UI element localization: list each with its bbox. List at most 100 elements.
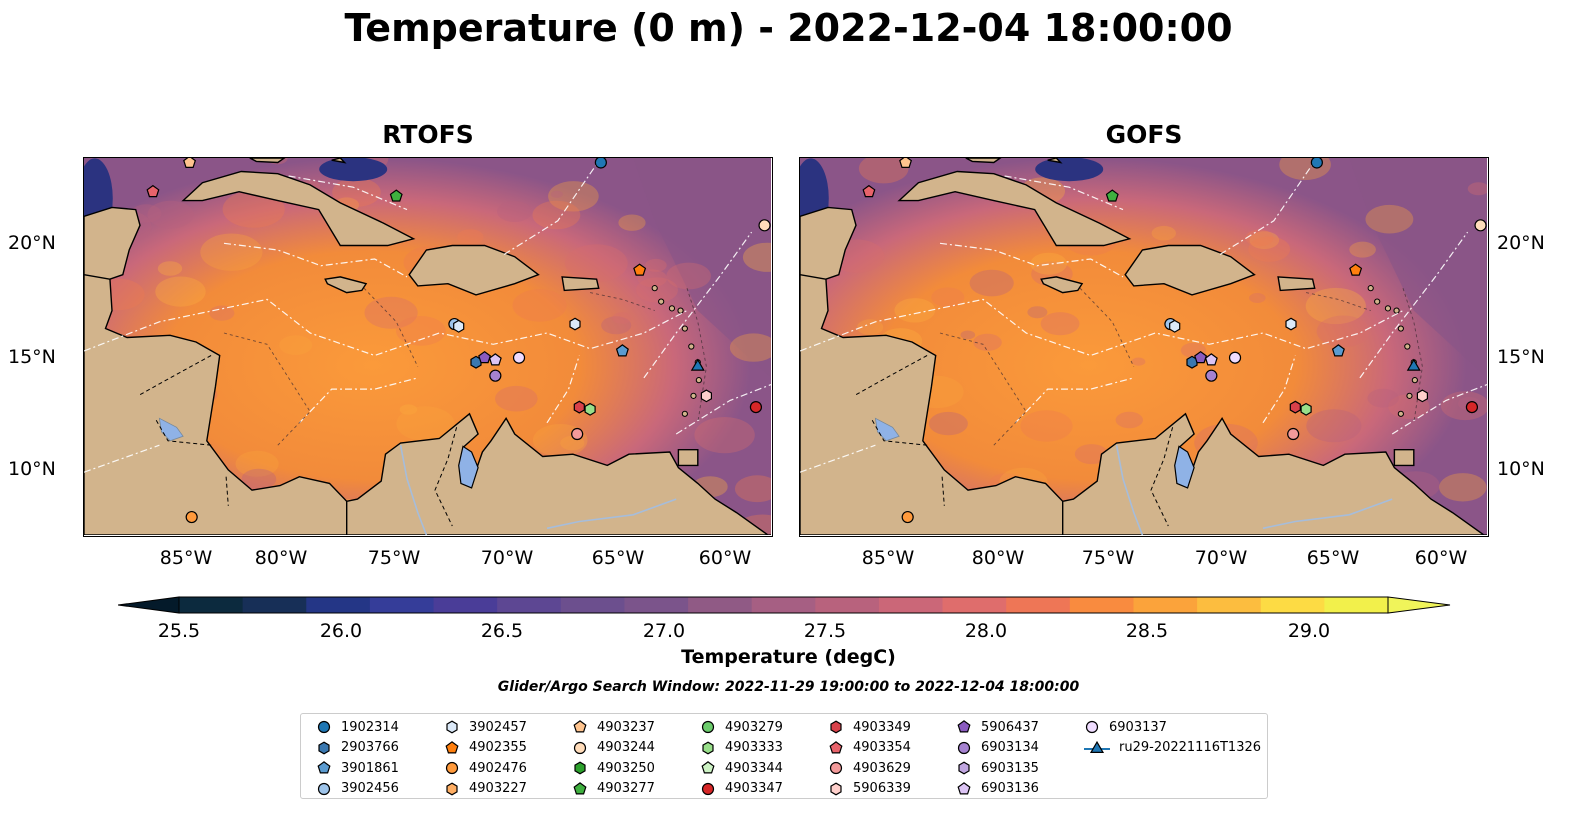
sst-eddy: [147, 200, 194, 229]
sst-eddy: [550, 190, 563, 198]
sst-eddy: [1074, 444, 1109, 465]
legend-label: 6903135: [981, 760, 1039, 776]
float-marker: [700, 389, 713, 403]
legend-marker: [317, 761, 331, 774]
border-line: [941, 476, 945, 506]
float-marker: [1474, 219, 1487, 232]
sst-eddy: [1316, 315, 1370, 348]
lat-label-15n-right: 15°N: [1497, 346, 1545, 368]
legend-label: 6903137: [1109, 719, 1167, 735]
colorbar-segment: [624, 597, 689, 613]
land-bahamasA: [331, 158, 347, 164]
legend-label: 3902456: [341, 781, 399, 796]
lesser-antilles-island: [1397, 325, 1404, 332]
hexagon-icon: [830, 782, 842, 795]
float-marker: [758, 219, 771, 232]
circle-icon: [317, 720, 331, 734]
eez-boundary: [503, 158, 602, 256]
lon-label-60w: 60°W: [698, 547, 752, 569]
legend-label: 4903347: [725, 781, 783, 796]
legend-marker: [829, 740, 843, 753]
sst-eddy: [1365, 204, 1414, 234]
bathymetry-contour: [223, 332, 311, 446]
sst-eddy: [532, 200, 581, 230]
border-line: [154, 418, 212, 446]
colorbar-tick: 27.5: [803, 620, 847, 642]
sst-eddy: [1131, 357, 1146, 366]
legend-item: 6903135: [955, 759, 1039, 777]
legend-marker: [318, 741, 330, 754]
land-cuba: [181, 170, 416, 247]
lat-label-10n-left: 10°N: [8, 458, 56, 480]
hexagon-icon: [702, 741, 714, 754]
float-marker: [1105, 189, 1119, 202]
sst-eddy: [1030, 252, 1067, 275]
colorbar-segment: [179, 597, 244, 613]
float-marker: [1287, 427, 1300, 441]
circle-icon: [445, 761, 459, 775]
eez-boundary: [675, 384, 771, 435]
eez-boundary: [288, 175, 408, 211]
map-gofs-canvas: [800, 158, 1487, 535]
land-bahamasA: [1047, 158, 1063, 164]
float-marker: [488, 353, 502, 366]
circle-icon: [957, 741, 971, 754]
float-marker: [1406, 358, 1421, 371]
hexagon-icon: [318, 741, 330, 754]
sst-eddy: [457, 229, 484, 245]
sst-eddy: [969, 269, 1014, 297]
float-marker: [862, 184, 876, 198]
float-marker: [571, 427, 584, 441]
float-marker: [594, 158, 607, 169]
lesser-antilles-island: [1397, 410, 1404, 417]
sst-cool-band: [633, 158, 771, 378]
colorbar-segment: [878, 597, 944, 613]
sst-eddy: [495, 385, 538, 412]
legend-item: 6903134: [955, 739, 1039, 757]
sst-eddy: [858, 158, 909, 184]
land-jamaica: [324, 276, 368, 294]
lesser-antilles-island: [681, 410, 688, 417]
lon-label-85w: 85°W: [159, 547, 213, 569]
lesser-antilles-island: [690, 392, 697, 399]
legend-label: 4902355: [469, 740, 527, 755]
legend-marker: [445, 740, 459, 753]
sst-eddy: [618, 214, 646, 231]
legend-item: 4903250: [571, 759, 655, 777]
pentagon-icon: [701, 761, 715, 774]
lesser-antilles-island: [695, 377, 702, 384]
sst-eddy: [1040, 312, 1080, 336]
sst-eddy: [364, 296, 418, 329]
float-marker: [1169, 319, 1181, 333]
lon-label-70w-gofs: 70°W: [1194, 547, 1248, 569]
lesser-antilles-island: [1411, 377, 1418, 384]
colorbar-segment: [942, 597, 1007, 613]
land-cuba: [897, 170, 1132, 247]
lon-label-85w-gofs: 85°W: [861, 547, 915, 569]
sst-eddy: [1467, 182, 1487, 196]
legend-label: 6903134: [981, 740, 1039, 755]
hexagon-icon: [446, 782, 458, 795]
hexagon-icon: [574, 761, 586, 775]
legend-label: 4903629: [853, 760, 911, 776]
legend-marker: [701, 782, 715, 795]
land-southam: [346, 412, 771, 535]
pentagon-icon: [957, 720, 971, 733]
sst-eddy: [222, 190, 285, 228]
eez-boundary: [800, 298, 1404, 357]
legend-item: 3902457: [443, 718, 527, 736]
panel-title-gofs: GOFS: [1105, 120, 1183, 149]
border-line: [225, 476, 229, 506]
float-marker: [633, 263, 647, 276]
legend-item: ru29-20221116T1326: [1083, 739, 1261, 757]
circle-icon: [701, 720, 715, 734]
glider-marker: [1089, 740, 1105, 753]
legend-marker: [445, 761, 459, 775]
legend-marker: [573, 781, 587, 794]
lon-label-80w-gofs: 80°W: [971, 547, 1025, 569]
legend-label: 1902314: [341, 719, 399, 735]
lesser-antilles-island: [1404, 343, 1411, 350]
float-marker: [1194, 350, 1208, 364]
float-marker: [901, 510, 914, 524]
lesser-antilles-island: [1393, 307, 1400, 314]
